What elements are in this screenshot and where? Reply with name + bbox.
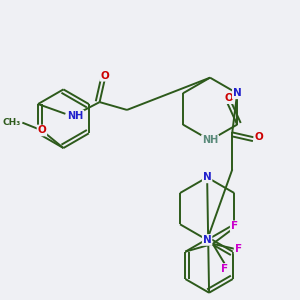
Text: NH: NH	[202, 135, 218, 145]
Text: O: O	[225, 93, 234, 103]
Text: N: N	[203, 235, 212, 245]
Text: F: F	[235, 244, 242, 254]
Text: NH: NH	[68, 111, 84, 121]
Text: N: N	[233, 88, 242, 98]
Text: F: F	[231, 221, 238, 231]
Text: N: N	[203, 172, 212, 182]
Text: O: O	[100, 71, 109, 81]
Text: CH₃: CH₃	[2, 118, 20, 127]
Text: O: O	[38, 125, 46, 135]
Text: F: F	[221, 264, 228, 274]
Text: O: O	[254, 132, 263, 142]
